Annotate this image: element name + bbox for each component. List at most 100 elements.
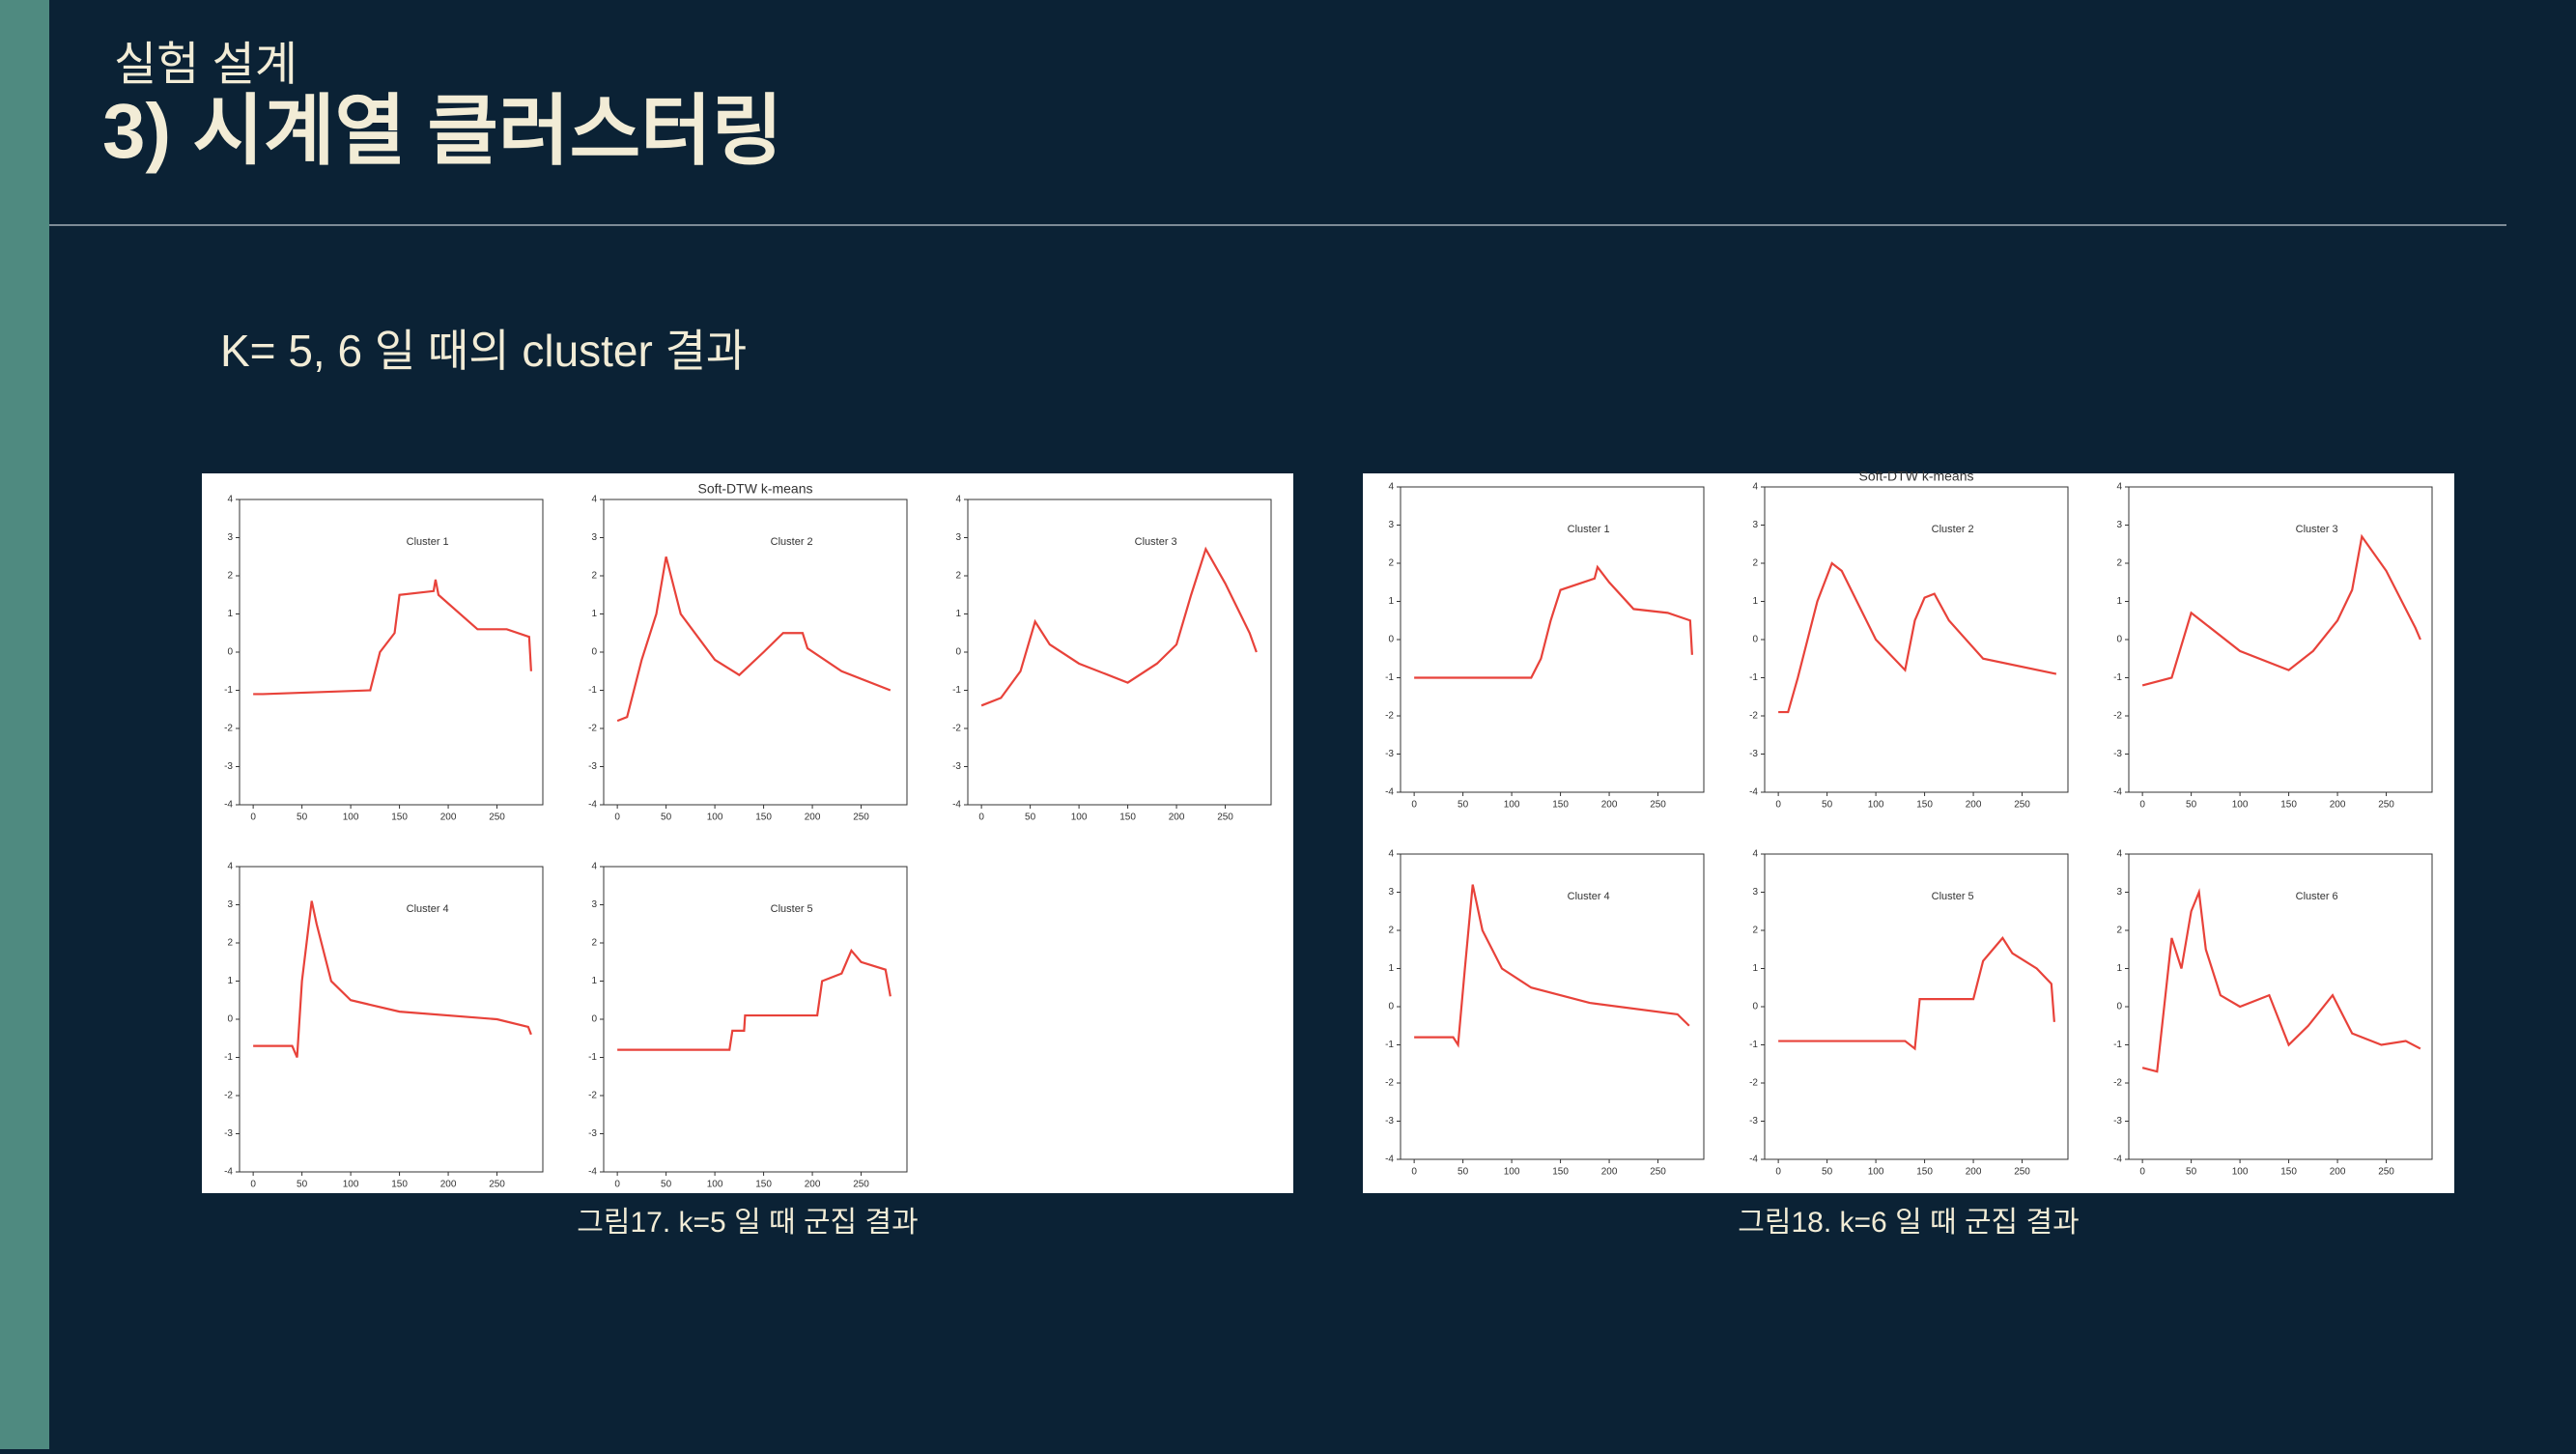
x-tick-label: 150: [1552, 800, 1569, 811]
x-tick-label: 150: [2280, 800, 2297, 811]
y-tick-label: 3: [227, 899, 233, 910]
y-tick-label: 2: [1752, 558, 1758, 569]
x-tick-label: 50: [1822, 800, 1833, 811]
y-tick-label: 2: [2116, 926, 2122, 936]
y-tick-label: -1: [2113, 1040, 2122, 1050]
chart-title: Soft-DTW k-means: [1858, 469, 1973, 484]
y-tick-label: -4: [1385, 787, 1394, 798]
x-tick-label: 150: [1119, 813, 1136, 823]
y-tick-label: 2: [2116, 558, 2122, 569]
panel-label: Cluster 4: [1568, 891, 1610, 902]
y-tick-label: -3: [224, 761, 233, 772]
x-tick-label: 250: [853, 813, 869, 823]
panel-label: Cluster 5: [1932, 891, 1974, 902]
x-tick-label: 200: [805, 813, 821, 823]
y-tick-label: 4: [1752, 482, 1758, 493]
x-tick-label: 200: [1601, 800, 1618, 811]
y-tick-label: 0: [1752, 635, 1758, 645]
x-tick-label: 200: [440, 1180, 457, 1190]
y-tick-label: -1: [2113, 672, 2122, 683]
y-tick-label: -3: [1749, 749, 1758, 759]
x-tick-label: 200: [1966, 800, 1982, 811]
centroid-line: [2141, 533, 2421, 687]
x-tick-label: 100: [1071, 813, 1088, 823]
y-tick-label: -1: [224, 685, 233, 696]
x-tick-label: 250: [489, 813, 505, 823]
y-tick-label: 1: [2116, 963, 2122, 974]
panel-label: Cluster 2: [1932, 524, 1974, 535]
y-tick-label: 0: [591, 647, 597, 658]
y-tick-label: -4: [2113, 787, 2122, 798]
y-tick-label: -4: [224, 800, 233, 811]
y-tick-label: -4: [952, 800, 961, 811]
x-tick-label: 200: [2330, 800, 2346, 811]
y-tick-label: -4: [224, 1167, 233, 1178]
y-tick-label: 2: [1388, 558, 1394, 569]
x-tick-label: 200: [440, 813, 457, 823]
y-tick-label: -2: [588, 724, 597, 734]
y-tick-label: 4: [955, 495, 961, 505]
y-tick-label: 3: [1752, 520, 1758, 530]
x-tick-label: 50: [2186, 800, 2197, 811]
x-tick-label: 150: [2280, 1167, 2297, 1178]
y-tick-label: 1: [1388, 596, 1394, 607]
y-tick-label: 0: [591, 1014, 597, 1025]
centroid-line: [1414, 564, 1693, 679]
x-tick-label: 50: [297, 813, 308, 823]
x-tick-label: 0: [614, 813, 620, 823]
y-tick-label: -3: [1385, 1116, 1394, 1126]
x-tick-label: 50: [1458, 800, 1469, 811]
x-tick-label: 50: [1822, 1167, 1833, 1178]
y-tick-label: -3: [2113, 1116, 2122, 1126]
figure-image: [202, 473, 1293, 1193]
y-tick-label: -1: [224, 1052, 233, 1063]
figure-caption: 그림17. k=5 일 때 군집 결과: [577, 1207, 918, 1239]
y-tick-label: 3: [955, 532, 961, 543]
y-tick-label: -2: [2113, 1078, 2122, 1089]
x-tick-label: 150: [1916, 1167, 1933, 1178]
section-title: 실험 설계: [114, 40, 297, 91]
y-tick-label: 1: [227, 609, 233, 619]
y-tick-label: -3: [224, 1128, 233, 1139]
y-tick-label: 4: [591, 862, 597, 872]
y-tick-label: -2: [224, 1091, 233, 1101]
y-tick-label: -1: [952, 685, 961, 696]
y-tick-label: -4: [588, 800, 597, 811]
x-tick-label: 250: [853, 1180, 869, 1190]
panel-label: Cluster 1: [407, 536, 449, 548]
y-tick-label: 0: [1388, 635, 1394, 645]
panel-label: Cluster 2: [771, 536, 813, 548]
x-tick-label: 200: [805, 1180, 821, 1190]
y-tick-label: 1: [2116, 596, 2122, 607]
x-tick-label: 100: [1868, 800, 1884, 811]
y-tick-label: 2: [955, 571, 961, 582]
y-tick-label: -1: [1749, 672, 1758, 683]
x-tick-label: 250: [2378, 1167, 2394, 1178]
x-tick-label: 0: [2139, 800, 2145, 811]
y-tick-label: -2: [1385, 711, 1394, 722]
y-tick-label: 1: [1388, 963, 1394, 974]
x-tick-label: 50: [2186, 1167, 2197, 1178]
y-tick-label: -3: [588, 761, 597, 772]
y-tick-label: -3: [1749, 1116, 1758, 1126]
x-tick-label: 100: [343, 1180, 359, 1190]
y-tick-label: 3: [591, 899, 597, 910]
x-tick-label: 250: [2014, 800, 2030, 811]
y-tick-label: -2: [952, 724, 961, 734]
x-tick-label: 50: [661, 813, 672, 823]
y-tick-label: -2: [1749, 1078, 1758, 1089]
y-tick-label: -1: [588, 1052, 597, 1063]
x-tick-label: 250: [1217, 813, 1233, 823]
x-tick-label: 0: [1775, 800, 1781, 811]
y-tick-label: 0: [2116, 635, 2122, 645]
figure-caption: 그림18. k=6 일 때 군집 결과: [1738, 1207, 2079, 1239]
x-tick-label: 150: [391, 1180, 408, 1190]
centroid-line: [616, 556, 892, 723]
y-tick-label: -4: [1749, 787, 1758, 798]
x-tick-label: 100: [707, 813, 723, 823]
y-tick-label: 4: [2116, 849, 2122, 860]
centroid-line: [1414, 884, 1690, 1048]
y-tick-label: -4: [1749, 1155, 1758, 1165]
x-tick-label: 250: [2014, 1167, 2030, 1178]
